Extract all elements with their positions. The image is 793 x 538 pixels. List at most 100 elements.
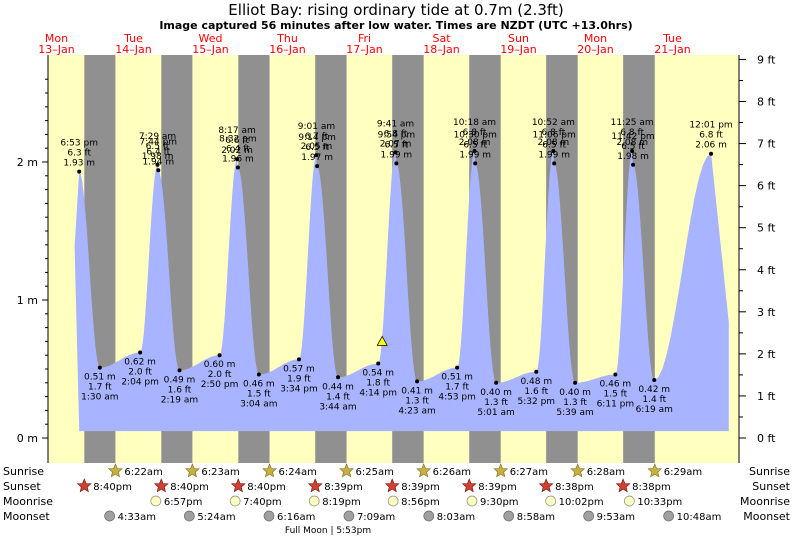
low-tide-label: 0.41 m (401, 386, 433, 396)
low-tide-label: 1.3 ft (563, 398, 587, 408)
high-tide-label: 1.97 m (301, 153, 333, 163)
low-tide-label: 1:30 am (81, 393, 118, 403)
low-tide-label: 2:50 pm (201, 380, 239, 390)
moonrise-icon (545, 495, 557, 507)
moonrise-time: 8:19pm (322, 497, 361, 508)
sunset-icon (538, 478, 554, 493)
day-headers: Mon13–JanTue14–JanWed15–JanThu16–JanFri1… (38, 32, 690, 56)
moonrise-time: 8:56pm (401, 497, 440, 508)
high-tide-label: 6.5 ft (305, 143, 329, 153)
moonrise-icon (387, 495, 399, 507)
sunset-time: 8:38pm (632, 482, 671, 493)
low-tide-label: 2.0 ft (208, 370, 232, 380)
date-label: 20–Jan (577, 43, 613, 56)
moonset-icon (503, 510, 515, 522)
moonset-time: 5:24am (197, 512, 235, 523)
low-tide-label: 1.6 ft (524, 387, 548, 397)
low-tide-label: 1.5 ft (604, 390, 628, 400)
low-tide-label: 3:34 pm (280, 384, 318, 394)
right-tick-label: 2 ft (757, 348, 776, 361)
moonset-icon (263, 510, 275, 522)
high-tide-label: 1.99 m (459, 150, 491, 160)
high-tide-point (235, 165, 240, 170)
high-tide-label: 7:44 pm (140, 137, 178, 147)
low-tide-point (652, 378, 657, 383)
high-tide-label: 6.4 ft (146, 147, 170, 157)
astronomy-marks: 6:22am 6:23am 6:24am 6:25am 6:26am 6:27am 6:28… (76, 463, 721, 523)
sunrise-row-label-right: Sunrise (749, 465, 790, 478)
high-tide-label: 7:29 am (139, 132, 176, 142)
low-tide-label: 0.40 m (480, 388, 512, 398)
moonset-icon (104, 510, 115, 522)
right-tick-label: 7 ft (757, 138, 776, 151)
moonset-row-label-right: Moonset (743, 510, 790, 523)
high-tide-label: 10:18 am (453, 118, 496, 128)
low-tide-point (415, 379, 420, 384)
low-tide-label: 0.40 m (559, 388, 591, 398)
sunrise-time: 6:28am (587, 467, 625, 478)
sunset-icon (230, 478, 246, 493)
high-tide-point (473, 161, 478, 166)
high-tide-label: 1.93 m (63, 159, 95, 169)
low-tide-label: 3:44 am (319, 402, 356, 412)
high-tide-point (552, 161, 557, 166)
high-tide-label: 1.96 m (222, 155, 254, 165)
sunset-row-label: Sunset (3, 480, 41, 493)
left-tick-label: 1 m (17, 294, 38, 307)
day-of-week-label: Wed (199, 32, 223, 45)
low-tide-label: 0.46 m (600, 380, 632, 390)
sunrise-icon (570, 463, 586, 478)
sunset-time: 8:40pm (247, 482, 286, 493)
moonset-time: 6:16am (277, 512, 315, 523)
high-tide-point (393, 150, 398, 155)
low-tide-point (494, 380, 499, 385)
sunrise-icon (416, 463, 432, 478)
day-of-week-label: Mon (45, 32, 68, 45)
low-tide-label: 3:04 am (240, 400, 277, 410)
sunrise-row-label: Sunrise (3, 465, 44, 478)
date-label: 17–Jan (346, 43, 382, 56)
high-tide-label: 6.5 ft (385, 140, 409, 150)
high-tide-point (77, 169, 82, 174)
moonrise-icon (308, 495, 320, 507)
moonrise-icon (466, 495, 478, 507)
high-tide-label: 8:32 pm (219, 135, 257, 145)
high-tide-label: 2.02 m (221, 146, 253, 156)
sunrise-icon (493, 463, 509, 478)
high-tide-label: 11:25 am (611, 118, 654, 128)
low-tide-label: 4:53 pm (438, 393, 476, 403)
high-tide-label: 2.05 m (301, 142, 333, 152)
moonrise-time: 9:30pm (480, 497, 519, 508)
moonset-icon (183, 510, 195, 522)
low-tide-label: 1.9 ft (287, 374, 311, 384)
high-tide-point (314, 153, 319, 158)
low-tide-point (256, 372, 261, 377)
high-tide-label: 8:17 am (218, 126, 255, 136)
high-tide-label: 1.98 m (142, 152, 174, 162)
low-tide-label: 4:14 pm (359, 388, 397, 398)
left-tick-label: 2 m (17, 156, 38, 169)
high-tide-label: 2.08 m (459, 138, 491, 148)
high-tide-label: 6.8 ft (542, 128, 566, 138)
high-tide-label: 6.8 ft (620, 128, 644, 138)
low-tide-label: 0.60 m (204, 360, 236, 370)
high-tide-label: 2.07 m (380, 139, 412, 149)
moonrise-time: 10:02pm (559, 497, 604, 508)
moonset-icon (343, 510, 355, 522)
day-of-week-label: Fri (358, 32, 371, 45)
moonset-icon (583, 510, 594, 522)
moonrise-row-label-right: Moonrise (740, 495, 790, 508)
left-tick-label: 0 m (17, 432, 38, 445)
high-tide-point (709, 151, 714, 156)
moon-phase-label: Full Moon | 5:53pm (285, 526, 371, 536)
sunset-time: 8:40pm (93, 482, 132, 493)
low-tide-label: 1.7 ft (445, 383, 469, 393)
high-tide-point (394, 161, 399, 166)
low-tide-label: 0.42 m (638, 385, 670, 395)
high-tide-label: 10:52 am (532, 118, 575, 128)
tide-area (74, 151, 729, 432)
right-tick-label: 6 ft (757, 180, 776, 193)
low-tide-label: 0.51 m (441, 373, 473, 383)
low-tide-label: 0.54 m (362, 368, 394, 378)
plot-area: 6:53 pm6.3 ft1.93 m7:29 am6.5 ft1.98 m7:… (48, 55, 739, 463)
